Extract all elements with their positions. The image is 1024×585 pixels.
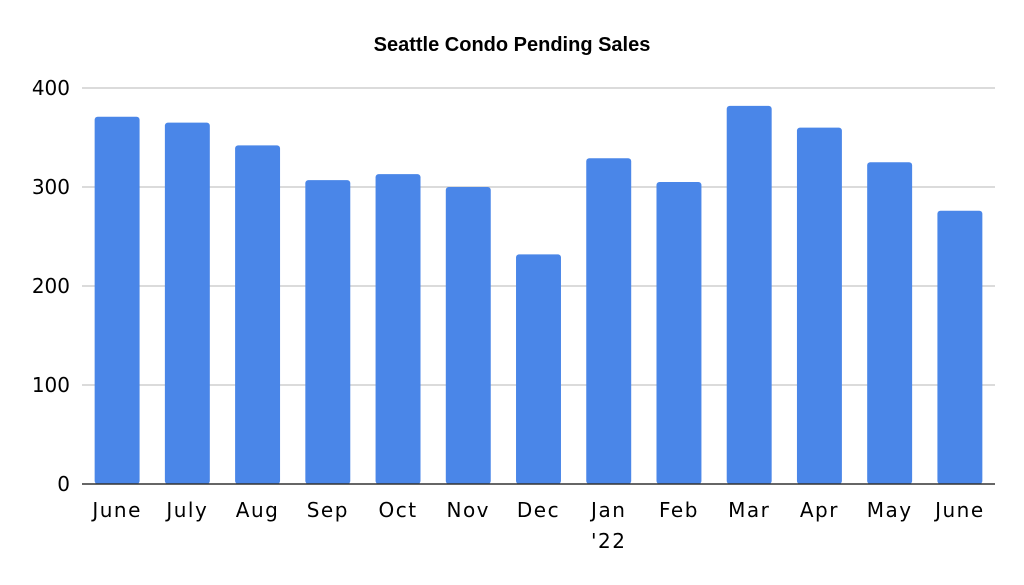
bar <box>867 162 913 484</box>
x-tick-label: Mar <box>728 498 770 522</box>
x-tick-label: Sep <box>307 498 349 522</box>
x-axis-ticks: June July Aug Sep Oct Nov Dec Jan '22 Feb Mar Apr Ma… <box>90 498 985 553</box>
x-tick-label: June <box>90 498 142 522</box>
x-tick-label: Nov <box>446 498 490 522</box>
bar <box>937 210 983 484</box>
x-tick-label: Apr <box>800 498 839 522</box>
y-tick-label: 300 <box>32 175 70 199</box>
bar <box>164 122 210 485</box>
x-tick-label: May <box>867 498 913 522</box>
bar <box>375 174 421 484</box>
bar <box>445 187 491 484</box>
x-tick-label: Aug <box>236 498 280 522</box>
y-tick-label: 0 <box>57 472 70 496</box>
x-tick-label: Jan '22 <box>589 498 626 553</box>
y-tick-label: 100 <box>32 373 70 397</box>
x-tick-label: Feb <box>659 498 699 522</box>
x-tick-label: Dec <box>517 498 560 522</box>
bar <box>305 180 351 484</box>
bar <box>726 105 772 484</box>
bar <box>796 127 842 484</box>
y-tick-label: 200 <box>32 274 70 298</box>
bar <box>94 116 140 485</box>
bars <box>94 105 983 485</box>
y-axis-ticks: 0 100 200 300 400 <box>32 76 70 496</box>
bar <box>516 254 561 484</box>
chart-title: Seattle Condo Pending Sales <box>374 34 651 56</box>
x-tick-label: June <box>933 498 985 522</box>
x-tick-label: Oct <box>378 498 417 522</box>
y-tick-label: 400 <box>32 76 70 100</box>
bar <box>656 182 702 485</box>
bar <box>586 158 632 485</box>
x-tick-label: July <box>164 498 208 522</box>
bar <box>235 145 281 485</box>
